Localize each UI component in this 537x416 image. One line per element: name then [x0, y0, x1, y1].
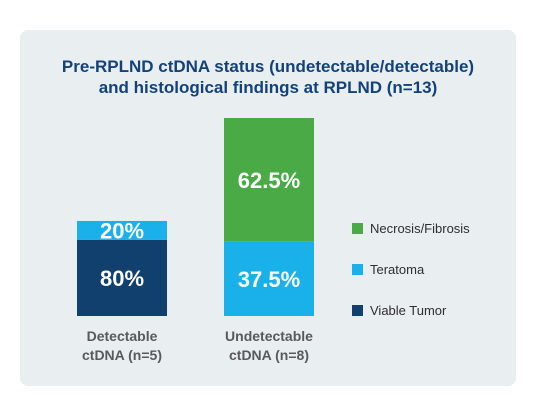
data-label-1-2: 62.5%	[238, 168, 300, 193]
bar-teratoma-1	[224, 241, 314, 316]
category-label-1-1: ctDNA (n=8)	[229, 347, 309, 363]
legend-swatch-necrosis-fibrosis	[352, 223, 363, 234]
legend-swatch-teratoma	[352, 264, 363, 275]
legend-label-teratoma: Teratoma	[370, 262, 425, 277]
legend-label-viable-tumor: Viable Tumor	[370, 303, 447, 318]
category-label-1-0: Undetectable	[225, 328, 313, 344]
category-label-0-1: ctDNA (n=5)	[82, 347, 162, 363]
chart-title-line-1: Pre-RPLND ctDNA status (undetectable/det…	[61, 57, 475, 76]
chart-title: Pre-RPLND ctDNA status (undetectable/det…	[20, 56, 516, 98]
bar-teratoma-0	[77, 220, 167, 240]
legend-label-necrosis-fibrosis: Necrosis/Fibrosis	[370, 221, 470, 236]
data-label-1-1: 37.5%	[238, 267, 300, 292]
chart-title-line-2: and histological findings at RPLND (n=13…	[98, 78, 438, 97]
bar-viable-tumor-0	[77, 239, 167, 316]
category-label-0-0: Detectable	[87, 328, 158, 344]
bar-necrosis-fibrosis-1	[224, 118, 314, 242]
data-label-0-0: 80%	[100, 266, 144, 291]
data-label-0-1: 20%	[100, 218, 144, 243]
legend-swatch-viable-tumor	[352, 305, 363, 316]
